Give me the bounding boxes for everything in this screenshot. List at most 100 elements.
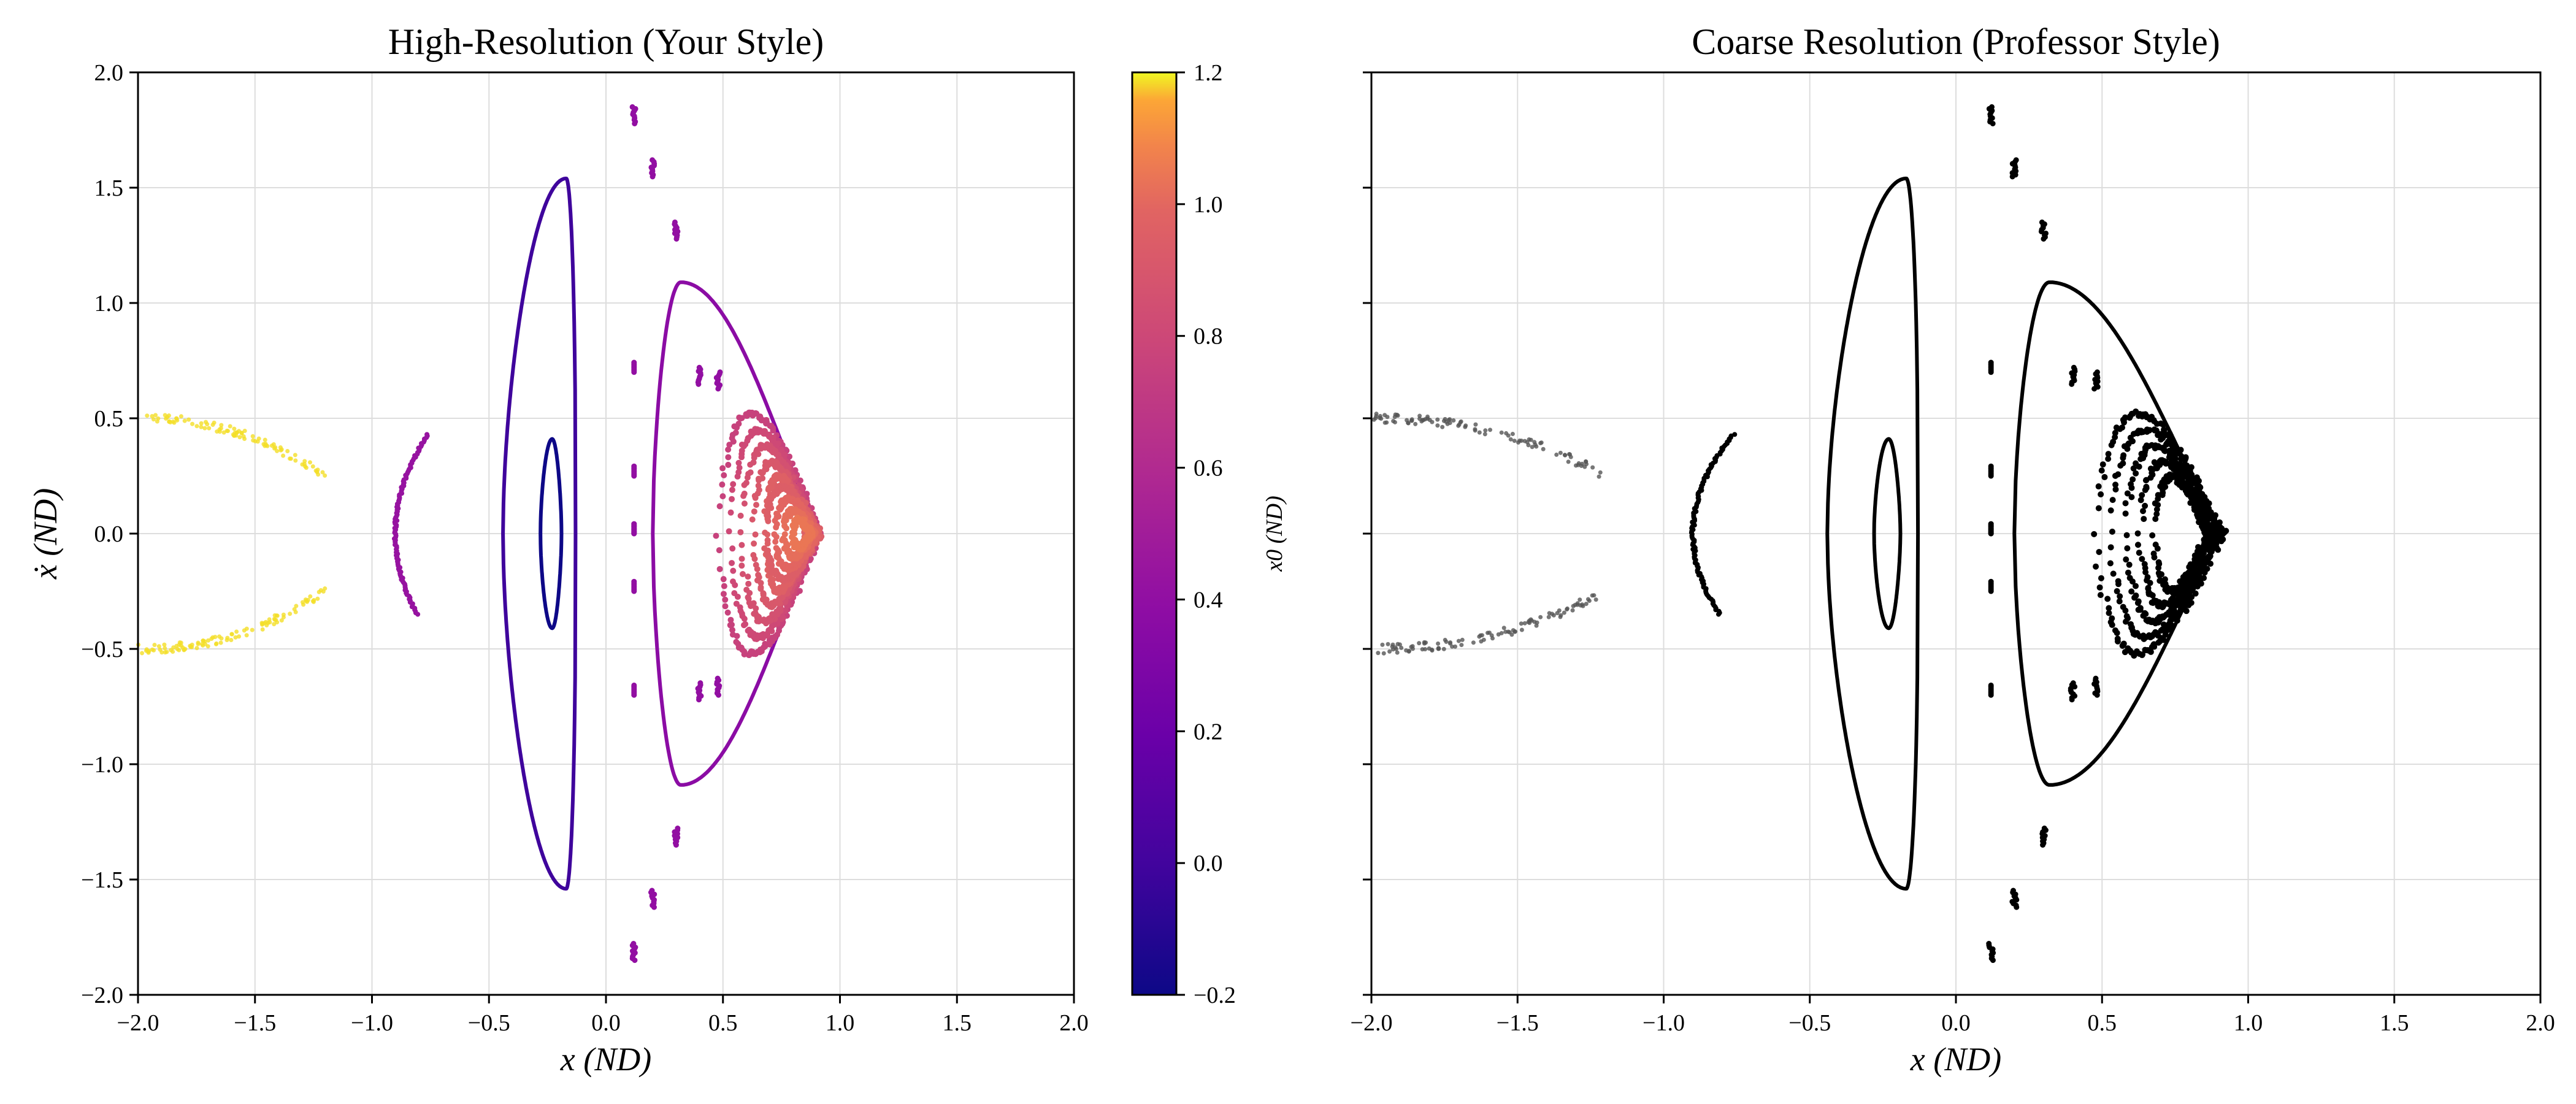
x-tick-label: −1.0 <box>351 1010 393 1036</box>
x-tick-label: −2.0 <box>1351 1010 1393 1036</box>
island-point <box>2149 532 2156 539</box>
island-point <box>2133 583 2139 589</box>
chaos-point <box>153 413 158 418</box>
chaos-point <box>242 428 247 433</box>
chaos-point <box>234 629 239 634</box>
island-point <box>2128 481 2134 488</box>
island-point <box>2139 556 2145 562</box>
chaos-point <box>1435 423 1440 428</box>
chaos-point <box>1374 412 1379 416</box>
chaos-point <box>323 586 328 591</box>
chaos-point <box>1382 413 1387 418</box>
island-point <box>2120 460 2126 467</box>
island-point <box>727 509 734 516</box>
chaos-point <box>1541 447 1546 451</box>
chaos-point <box>219 636 224 641</box>
chaos-point <box>1562 610 1566 615</box>
chaos-point <box>1530 445 1535 450</box>
orbit-curve <box>539 437 564 631</box>
island-point <box>2150 550 2157 557</box>
island-point <box>773 510 780 517</box>
chaos-point <box>155 419 159 424</box>
chaos-point <box>1473 427 1478 432</box>
chaos-point <box>1410 644 1415 649</box>
island-point <box>2141 516 2147 523</box>
island-point <box>2134 542 2141 548</box>
island-point <box>751 508 757 515</box>
island-point <box>735 459 742 466</box>
island-point <box>738 542 745 548</box>
island-point <box>767 501 773 508</box>
series-chaotic_arc <box>1371 412 1603 656</box>
island-point <box>2143 483 2150 490</box>
chaos-point <box>1440 424 1445 429</box>
chaos-point <box>174 643 179 648</box>
island-point <box>2156 638 2163 645</box>
left-ticks: −2.0 −1.5 −1.0 −0.5 0.0 0.5 1.0 1.5 2.0 −2.0 −1.5 −… <box>81 60 1089 1036</box>
chaos-point <box>250 627 255 632</box>
chaos-point <box>1598 470 1603 475</box>
island-point <box>725 461 732 468</box>
chaos-point <box>174 416 179 421</box>
x-tick-label: 0.0 <box>1941 1010 1971 1036</box>
chain-point <box>673 236 680 242</box>
chaos-point <box>1508 437 1513 442</box>
chaos-point <box>228 424 232 429</box>
island-point <box>727 616 734 623</box>
island-point <box>764 537 771 543</box>
x-tick-label: 1.5 <box>2380 1010 2409 1036</box>
colorbar: −0.2 0.0 0.2 0.4 0.6 0.8 1.0 1.2 x0 (ND) <box>1131 60 1287 1008</box>
chaos-point <box>1450 644 1455 649</box>
island-point <box>2203 497 2210 504</box>
x-tick-label: −0.5 <box>468 1010 510 1036</box>
island-point <box>2178 456 2185 462</box>
chaos-point <box>1422 640 1427 645</box>
island-point <box>2142 610 2149 616</box>
colorbar-tick-label: 0.0 <box>1194 851 1223 876</box>
chaos-point <box>150 647 155 652</box>
island-point <box>2152 516 2159 523</box>
x-tick-label: −0.5 <box>1788 1010 1831 1036</box>
island-point <box>2104 596 2111 602</box>
chaos-point <box>1519 621 1524 626</box>
chain-point <box>1988 521 1994 527</box>
chaos-point <box>272 446 277 451</box>
chain-point <box>2038 228 2044 234</box>
island-point <box>729 631 736 638</box>
x-tick-label: 0.0 <box>591 1010 621 1036</box>
chaos-point <box>1391 419 1396 424</box>
island-point <box>2120 604 2126 610</box>
chain-point <box>1988 682 1994 688</box>
colorbar-tick-label: 1.0 <box>1194 192 1223 218</box>
chaos-point <box>1510 432 1515 437</box>
chaos-point <box>139 651 144 656</box>
island-point <box>738 556 745 562</box>
chaos-point <box>1423 647 1428 652</box>
chaos-point <box>1558 450 1563 455</box>
chaos-point <box>1490 636 1495 641</box>
series-closed_curve <box>539 437 564 631</box>
chain-point <box>2009 174 2015 180</box>
island-point <box>2127 621 2134 627</box>
chaos-point <box>1554 452 1559 457</box>
island-point <box>2112 481 2119 488</box>
island-point <box>2112 627 2118 634</box>
island-point <box>716 565 723 572</box>
chaos-point <box>323 473 328 478</box>
island-point <box>737 512 744 519</box>
chaos-point <box>218 426 223 431</box>
chain-point <box>2041 826 2047 832</box>
chain-point <box>632 120 638 126</box>
island-point <box>739 570 746 577</box>
chain-point <box>2091 386 2098 392</box>
chaos-point <box>1477 634 1482 639</box>
island-point <box>2095 483 2102 490</box>
island-point <box>722 603 729 610</box>
series-nested_islands <box>2091 408 2229 659</box>
island-point <box>743 586 750 593</box>
x-tick-label: −2.0 <box>117 1010 159 1036</box>
chaos-point <box>1562 453 1567 458</box>
island-point <box>730 567 737 574</box>
chaos-point <box>205 644 210 649</box>
chaos-point <box>1460 637 1465 642</box>
